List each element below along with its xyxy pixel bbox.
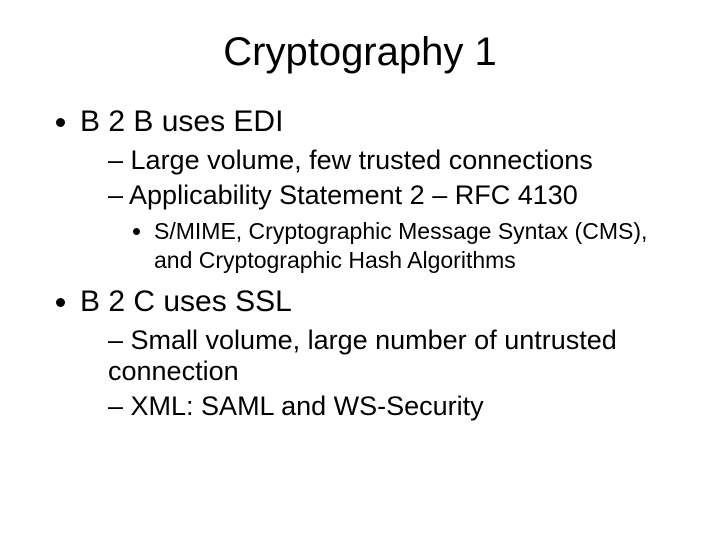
- list-item-text: XML: SAML and WS-Security: [131, 391, 484, 421]
- list-item: XML: SAML and WS-Security: [108, 391, 672, 422]
- list-item: S/MIME, Cryptographic Message Syntax (CM…: [154, 217, 672, 275]
- list-item-text: Small volume, large number of untrusted …: [108, 325, 617, 386]
- bullet-list-level2: Large volume, few trusted connections Ap…: [80, 145, 672, 275]
- bullet-list-level3: S/MIME, Cryptographic Message Syntax (CM…: [108, 217, 672, 275]
- list-item: B 2 B uses EDI Large volume, few trusted…: [80, 105, 672, 275]
- list-item: Small volume, large number of untrusted …: [108, 325, 672, 387]
- bullet-list-level2: Small volume, large number of untrusted …: [80, 325, 672, 422]
- slide-title: Cryptography 1: [48, 30, 672, 75]
- list-item-text: S/MIME, Cryptographic Message Syntax (CM…: [154, 218, 647, 273]
- slide: Cryptography 1 B 2 B uses EDI Large volu…: [0, 0, 720, 540]
- bullet-list-level1: B 2 B uses EDI Large volume, few trusted…: [48, 105, 672, 422]
- list-item: B 2 C uses SSL Small volume, large numbe…: [80, 285, 672, 422]
- list-item-text: Applicability Statement 2 – RFC 4130: [129, 180, 578, 210]
- list-item: Large volume, few trusted connections: [108, 145, 672, 176]
- list-item-text: B 2 C uses SSL: [80, 285, 292, 318]
- list-item-text: Large volume, few trusted connections: [131, 145, 593, 175]
- list-item: Applicability Statement 2 – RFC 4130 S/M…: [108, 180, 672, 275]
- list-item-text: B 2 B uses EDI: [80, 105, 283, 138]
